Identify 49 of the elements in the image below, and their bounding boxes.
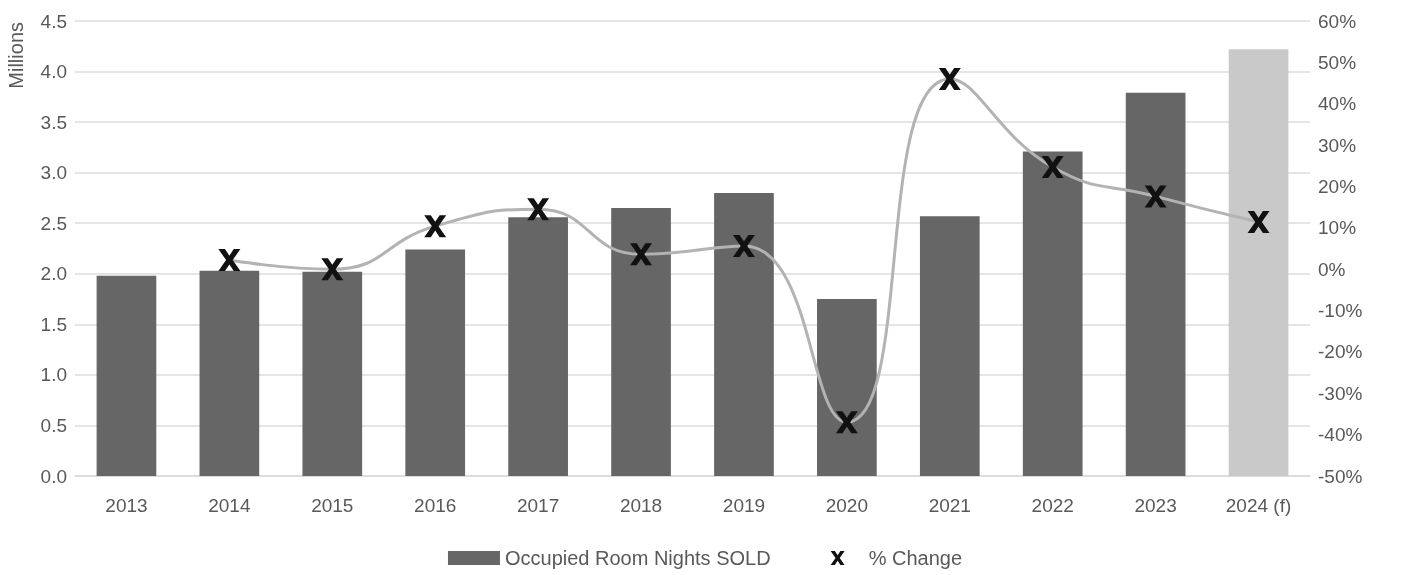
x-tick-label: 2022 xyxy=(1031,495,1074,516)
x-tick-label: 2016 xyxy=(414,495,457,516)
legend-label: % Change xyxy=(868,547,963,569)
y2-tick-label: 10% xyxy=(1318,217,1357,239)
bar xyxy=(405,249,466,476)
x-tick-label: 2021 xyxy=(928,495,971,516)
y-axis-title: Millions xyxy=(5,21,27,89)
x-tick-label: 2024 (f) xyxy=(1225,495,1292,516)
x-tick-label: 2020 xyxy=(825,495,869,516)
y-tick-label: 1.0 xyxy=(40,364,67,386)
y2-tick-label: -20% xyxy=(1318,341,1363,363)
y2-tick-label: -40% xyxy=(1318,424,1363,446)
bar xyxy=(817,299,877,476)
legend-label: Occupied Room Nights SOLD xyxy=(504,547,771,569)
bar xyxy=(96,275,157,476)
bar xyxy=(919,216,980,476)
x-tick-label: 2015 xyxy=(311,495,354,516)
bar xyxy=(302,271,363,476)
y2-tick-label: -30% xyxy=(1318,382,1363,404)
bar xyxy=(714,192,774,476)
y2-tick-label: 0% xyxy=(1318,258,1346,280)
bar xyxy=(508,217,568,476)
y-tick-label: 3.5 xyxy=(40,111,67,133)
y-tick-label: 0.5 xyxy=(40,414,67,436)
bar xyxy=(1125,92,1186,476)
bar xyxy=(1022,151,1083,476)
y-tick-label: 2.5 xyxy=(40,212,67,234)
y2-tick-label: -10% xyxy=(1318,300,1363,322)
x-tick-label: 2014 xyxy=(208,495,251,516)
x-tick-label: 2023 xyxy=(1134,495,1177,516)
y2-tick-label: 40% xyxy=(1318,93,1357,115)
y-tick-label: 3.0 xyxy=(40,162,67,184)
y2-tick-label: 30% xyxy=(1318,134,1357,156)
y2-tick-label: 50% xyxy=(1318,51,1357,73)
y-tick-label: 0.0 xyxy=(40,465,67,487)
y-tick-label: 4.5 xyxy=(40,10,67,32)
x-tick-label: 2018 xyxy=(619,495,663,516)
bar xyxy=(1228,49,1289,476)
x-tick-label: 2019 xyxy=(722,495,766,516)
x-tick-label: 2017 xyxy=(516,495,560,516)
y2-tick-label: 60% xyxy=(1318,10,1357,32)
y-tick-label: 4.0 xyxy=(40,61,67,83)
y2-tick-label: 20% xyxy=(1318,175,1357,197)
bar xyxy=(199,270,260,476)
x-tick-label: 2013 xyxy=(105,495,148,516)
y2-tick-label: -50% xyxy=(1318,465,1363,487)
y-tick-label: 1.5 xyxy=(40,313,67,335)
bar xyxy=(611,208,671,476)
y-tick-label: 2.0 xyxy=(40,263,67,285)
